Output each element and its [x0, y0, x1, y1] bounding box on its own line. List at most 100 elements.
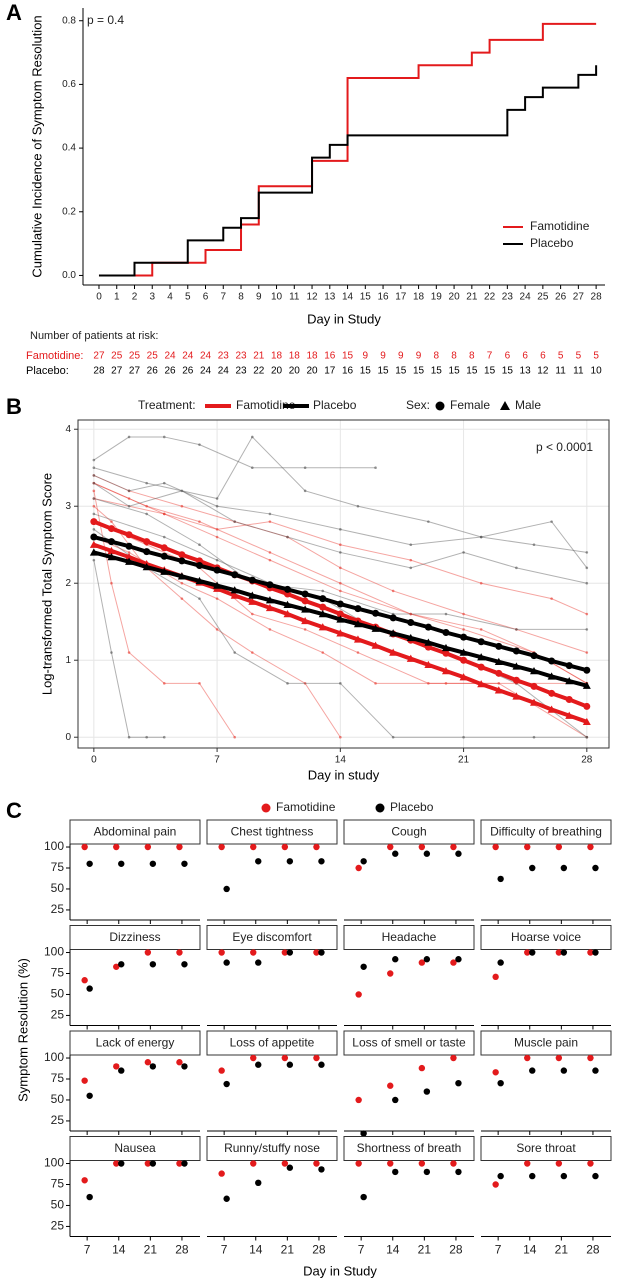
- trajectory-point: [339, 566, 342, 570]
- dot: [529, 949, 536, 956]
- trajectory-point: [198, 597, 201, 600]
- trajectory-point: [374, 466, 377, 470]
- x-tick-label: 21: [466, 292, 478, 303]
- fit-marker: [494, 657, 503, 665]
- dot: [144, 1059, 152, 1066]
- fit-marker: [230, 591, 239, 599]
- trajectory-point: [268, 558, 272, 562]
- trajectory-point: [444, 612, 448, 616]
- risk-value: 16: [324, 351, 336, 362]
- fit-marker: [319, 595, 327, 603]
- trajectory-point: [92, 458, 96, 462]
- strip: [343, 1136, 475, 1161]
- risk-value: 25: [129, 351, 141, 362]
- strip: [206, 925, 338, 950]
- trajectory-point: [339, 682, 342, 685]
- dot: [450, 1054, 457, 1062]
- fit-marker: [336, 615, 345, 623]
- x-tick-label: 4: [167, 292, 173, 303]
- dot: [360, 858, 367, 865]
- x-tick-label: 24: [520, 292, 532, 303]
- fit-marker: [460, 633, 468, 641]
- x-tick-label: 23: [502, 292, 514, 303]
- dot: [392, 956, 399, 963]
- trajectory-point: [268, 551, 272, 554]
- strip-title: Dizziness: [109, 930, 160, 944]
- fit-marker: [265, 596, 274, 604]
- x-tick-label: 11: [289, 292, 300, 303]
- trajectory-point: [321, 589, 325, 593]
- fit-marker: [143, 538, 151, 546]
- dot: [555, 949, 563, 956]
- strip: [480, 1030, 612, 1056]
- x-tick-label: 21: [281, 1243, 295, 1257]
- legend-label: Famotidine: [236, 398, 296, 412]
- dot: [144, 949, 152, 956]
- strip: [480, 1136, 612, 1161]
- risk-value: 24: [182, 351, 194, 362]
- risk-value: 5: [593, 351, 599, 362]
- risk-value: 5: [576, 351, 582, 362]
- fit-marker: [266, 581, 274, 589]
- fit-marker: [406, 654, 415, 662]
- y-tick-label: 0.4: [62, 143, 76, 154]
- strip-title: Chest tightness: [231, 825, 314, 839]
- legend-marker: [500, 401, 510, 410]
- dot: [387, 843, 394, 851]
- risk-value: 15: [449, 366, 461, 377]
- risk-value: 25: [147, 351, 159, 362]
- risk-value: 8: [434, 351, 440, 362]
- risk-value: 18: [271, 351, 283, 362]
- fit-marker: [89, 540, 98, 548]
- dot: [497, 1079, 504, 1087]
- fit-marker: [459, 648, 468, 656]
- trajectory-point: [127, 551, 131, 554]
- strip-title: Difficulty of breathing: [490, 825, 602, 839]
- risk-value: 9: [380, 351, 386, 362]
- dot: [149, 1160, 157, 1167]
- trajectory-point: [303, 489, 307, 493]
- fit-marker: [160, 567, 169, 575]
- dot: [218, 1170, 225, 1177]
- risk-value: 28: [93, 366, 105, 377]
- risk-value: 12: [537, 366, 549, 377]
- fit-marker: [389, 629, 398, 637]
- fit-marker: [231, 571, 239, 579]
- dot: [113, 963, 120, 970]
- fit-marker: [353, 620, 362, 628]
- dot: [176, 1160, 183, 1167]
- y-tick-label: 25: [51, 902, 65, 916]
- dot: [492, 973, 499, 981]
- dot: [492, 843, 499, 851]
- trajectory-point: [110, 651, 113, 654]
- dot: [587, 843, 594, 851]
- fit-marker: [107, 525, 115, 533]
- trajectory-point: [251, 435, 254, 439]
- trajectory-point: [409, 612, 413, 616]
- fit-marker: [477, 653, 486, 661]
- risk-value: 15: [413, 366, 425, 377]
- fit-marker: [318, 623, 327, 631]
- dot: [560, 949, 568, 956]
- fit-marker: [512, 692, 521, 700]
- fit-marker: [301, 605, 310, 613]
- trajectory-point: [215, 535, 219, 539]
- fit-marker: [248, 591, 257, 599]
- risk-value: 15: [484, 366, 496, 377]
- legend-title: Sex:: [406, 398, 430, 412]
- trajectory-point: [215, 628, 219, 631]
- risk-value: 11: [573, 366, 584, 377]
- dot: [81, 843, 88, 851]
- trajectory-point: [585, 612, 589, 616]
- fit-marker: [143, 548, 151, 556]
- trajectory: [93, 474, 588, 569]
- fit-marker: [529, 667, 538, 675]
- fit-marker: [107, 546, 116, 555]
- risk-value: 10: [591, 366, 603, 377]
- dot: [250, 1054, 257, 1062]
- x-tick-label: 28: [449, 1243, 463, 1257]
- strip-title: Shortness of breath: [357, 1141, 462, 1155]
- dot: [555, 843, 563, 851]
- dot: [313, 1160, 320, 1167]
- fit-marker: [336, 600, 344, 608]
